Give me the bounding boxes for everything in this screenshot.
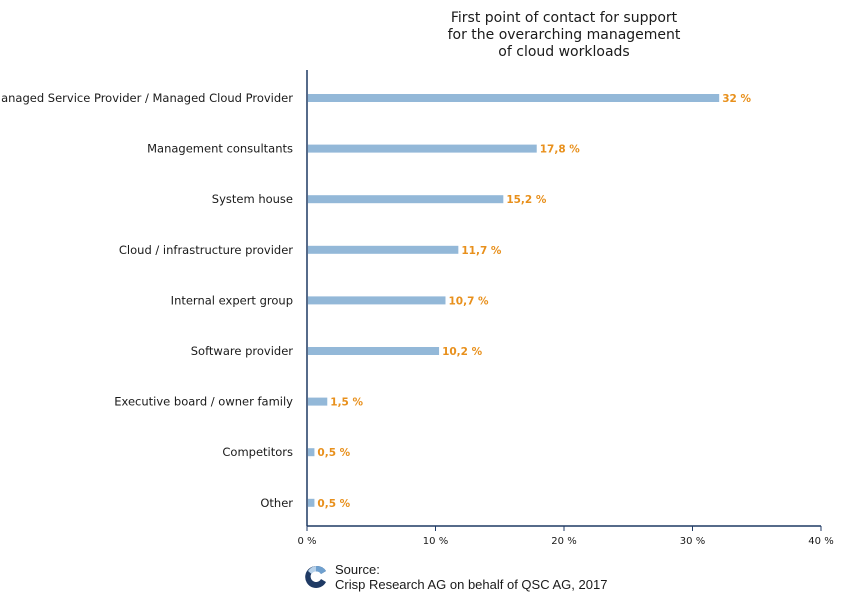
chart-title-line-2: for the overarching management <box>447 27 681 43</box>
data-label: 11,7 % <box>461 245 502 257</box>
source-label: Source: <box>335 562 380 577</box>
x-tick-label: 30 % <box>680 536 705 547</box>
data-label: 15,2 % <box>506 194 547 206</box>
x-tick-label: 10 % <box>423 536 448 547</box>
category-label: System house <box>212 192 293 206</box>
data-label: 10,2 % <box>442 346 483 358</box>
category-label: Other <box>260 496 293 510</box>
bar <box>308 296 446 305</box>
category-label: Cloud / infrastructure provider <box>119 243 293 257</box>
source-block: Source: Crisp Research AG on behalf of Q… <box>305 562 607 592</box>
category-label: Executive board / owner family <box>114 395 293 409</box>
category-label: Competitors <box>222 445 293 459</box>
category-label: Internal expert group <box>171 293 293 307</box>
bar <box>308 245 459 254</box>
chart-title-line-3: of cloud workloads <box>498 44 630 60</box>
bar <box>308 397 328 406</box>
category-label: Software provider <box>191 344 294 358</box>
data-label: 1,5 % <box>330 397 363 409</box>
data-label: 0,5 % <box>317 498 350 510</box>
chart-title-line-1: First point of contact for support <box>450 10 678 26</box>
data-label: 0,5 % <box>317 447 350 459</box>
bar <box>308 144 537 153</box>
data-label: 32 % <box>722 93 751 105</box>
bar <box>308 195 504 204</box>
bar <box>308 347 440 355</box>
data-label: 17,8 % <box>540 144 581 156</box>
bar <box>308 448 315 457</box>
data-label: 10,7 % <box>448 295 489 307</box>
category-label: Managed Service Provider / Managed Cloud… <box>0 91 293 105</box>
x-tick-label: 40 % <box>808 536 833 547</box>
source-citation: Crisp Research AG on behalf of QSC AG, 2… <box>335 577 608 592</box>
x-tick-label: 0 % <box>297 536 316 547</box>
x-tick-label: 20 % <box>551 536 576 547</box>
bar <box>308 94 720 102</box>
category-label: Management consultants <box>147 142 293 156</box>
crisp-research-logo-icon <box>305 565 326 588</box>
bar <box>308 498 315 507</box>
